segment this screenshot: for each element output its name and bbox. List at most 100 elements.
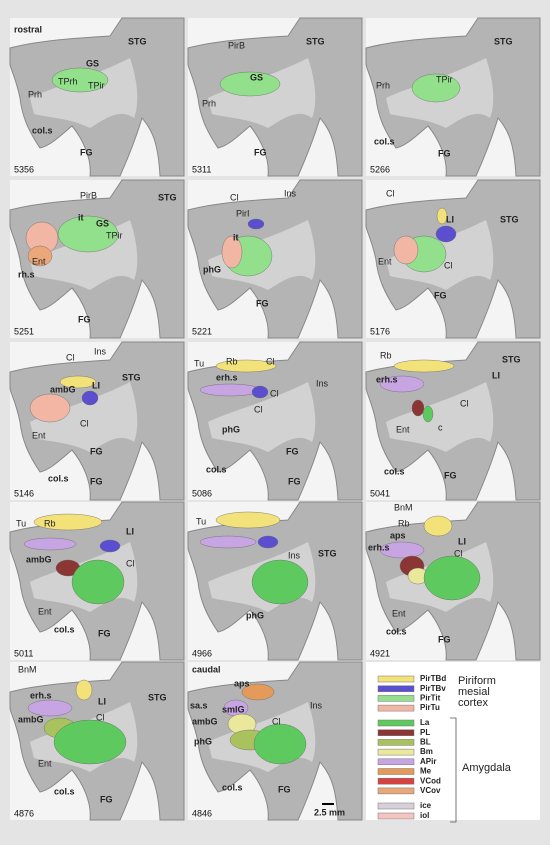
legend-swatch [377, 768, 415, 775]
region-label: TPir [436, 74, 453, 84]
region-label: col.s [32, 125, 53, 135]
region-label: Ins [316, 378, 329, 388]
region-label: it [78, 212, 84, 222]
region-label: TPrh [58, 76, 78, 86]
legend-swatch [377, 719, 415, 727]
region-label: Rb [398, 518, 410, 528]
region-label: phG [194, 736, 212, 746]
legend-group-title: Amygdala [462, 762, 512, 774]
region-label: BnM [18, 664, 37, 674]
legend-swatch [377, 758, 415, 766]
region-label: erh.s [376, 374, 398, 384]
region [215, 511, 281, 529]
region-label: Cl [444, 260, 453, 270]
region-label: Cl [270, 388, 279, 398]
region-label: FG [78, 314, 91, 324]
region [411, 73, 461, 103]
region-label: Tu [194, 358, 204, 368]
region-label: FG [444, 470, 457, 480]
region [215, 359, 277, 373]
region [27, 245, 53, 267]
region-label: FG [90, 476, 103, 486]
region-label: c [438, 422, 443, 432]
region-label: erh.s [368, 542, 390, 552]
region [219, 71, 281, 97]
legend-swatch [377, 787, 415, 795]
legend-swatch [377, 675, 415, 683]
region-label: STG [306, 36, 325, 46]
region-label: col.s [206, 464, 227, 474]
region-label: Ent [32, 256, 46, 266]
region-label: LI [126, 526, 134, 536]
region-label: STG [500, 214, 519, 224]
region-label: FG [80, 147, 93, 157]
section-number: 4921 [370, 648, 390, 658]
region-label: Ent [38, 606, 52, 616]
region-label: Cl [272, 716, 281, 726]
region-label: STG [502, 354, 521, 364]
region-label: Ins [284, 188, 297, 198]
region-label: ambG [18, 714, 44, 724]
region [379, 541, 425, 559]
region-label: aps [390, 530, 406, 540]
section-panel: Rb STG erh.s LI Cl Ent c col.s FG 5041 [365, 341, 541, 501]
section-number: 5356 [14, 164, 34, 174]
region [33, 513, 103, 531]
region [71, 559, 125, 605]
region [75, 679, 93, 701]
legend-label: La [420, 718, 430, 727]
region [422, 405, 434, 423]
legend-swatch [377, 704, 415, 712]
region [23, 537, 77, 551]
region-label: Prh [202, 98, 216, 108]
scale-bar-label: 2.5 mm [314, 807, 345, 817]
region [59, 375, 97, 389]
legend-swatch [377, 802, 415, 810]
legend-label: VCod [420, 776, 441, 785]
region-label: Rb [380, 350, 392, 360]
region-label: caudal [192, 664, 221, 674]
section-panel: BnM erh.s LI STG ambG Cl Ent col.s FG 4876 [9, 661, 185, 821]
legend-label: APir [420, 757, 436, 766]
region-label: PirB [80, 190, 97, 200]
legend-label: Me [420, 767, 432, 776]
region-label: it [233, 232, 239, 242]
region [436, 207, 448, 225]
legend-label: VCov [420, 786, 441, 795]
region [423, 555, 481, 601]
legend-label: iol [420, 811, 429, 820]
legend-swatch [377, 777, 415, 785]
region-label: Cl [254, 404, 263, 414]
region-label: LI [492, 370, 500, 380]
section-panel: Tu Rb Cl Ins erh.s Cl Cl phG FG col.s FG 5086 [187, 341, 363, 501]
white-matter [208, 382, 316, 452]
region-label: STG [128, 36, 147, 46]
region-label: Cl [66, 352, 75, 362]
legend-label: PL [420, 728, 430, 737]
section-panel: Cl LI STG Ent Cl FG 5176 [365, 179, 541, 339]
region-label: phG [222, 424, 240, 434]
legend-swatch [377, 729, 415, 736]
region-label: Ent [32, 430, 46, 440]
region-label: ambG [192, 716, 218, 726]
region-label: LI [98, 696, 106, 706]
section-number: 5146 [14, 488, 34, 498]
region [199, 535, 257, 549]
section-panel: caudal aps Ins sa.s smlG Cl ambG phG col.s FG 4846… [187, 661, 363, 821]
legend-swatch [377, 739, 415, 746]
region-label: STG [122, 372, 141, 382]
region-label: GS [96, 218, 109, 228]
region-label: Prh [28, 89, 42, 99]
region-label: col.s [48, 473, 69, 483]
region-label: rh.s [18, 269, 35, 279]
region-label: GS [250, 72, 263, 82]
white-matter [30, 58, 138, 128]
region [27, 699, 73, 717]
section-number: 5041 [370, 488, 390, 498]
section-number: 5011 [14, 648, 33, 658]
region-label: Ins [288, 550, 301, 560]
region [241, 683, 275, 701]
region [423, 515, 453, 537]
region-label: erh.s [30, 690, 52, 700]
region-label: TPir [106, 230, 123, 240]
